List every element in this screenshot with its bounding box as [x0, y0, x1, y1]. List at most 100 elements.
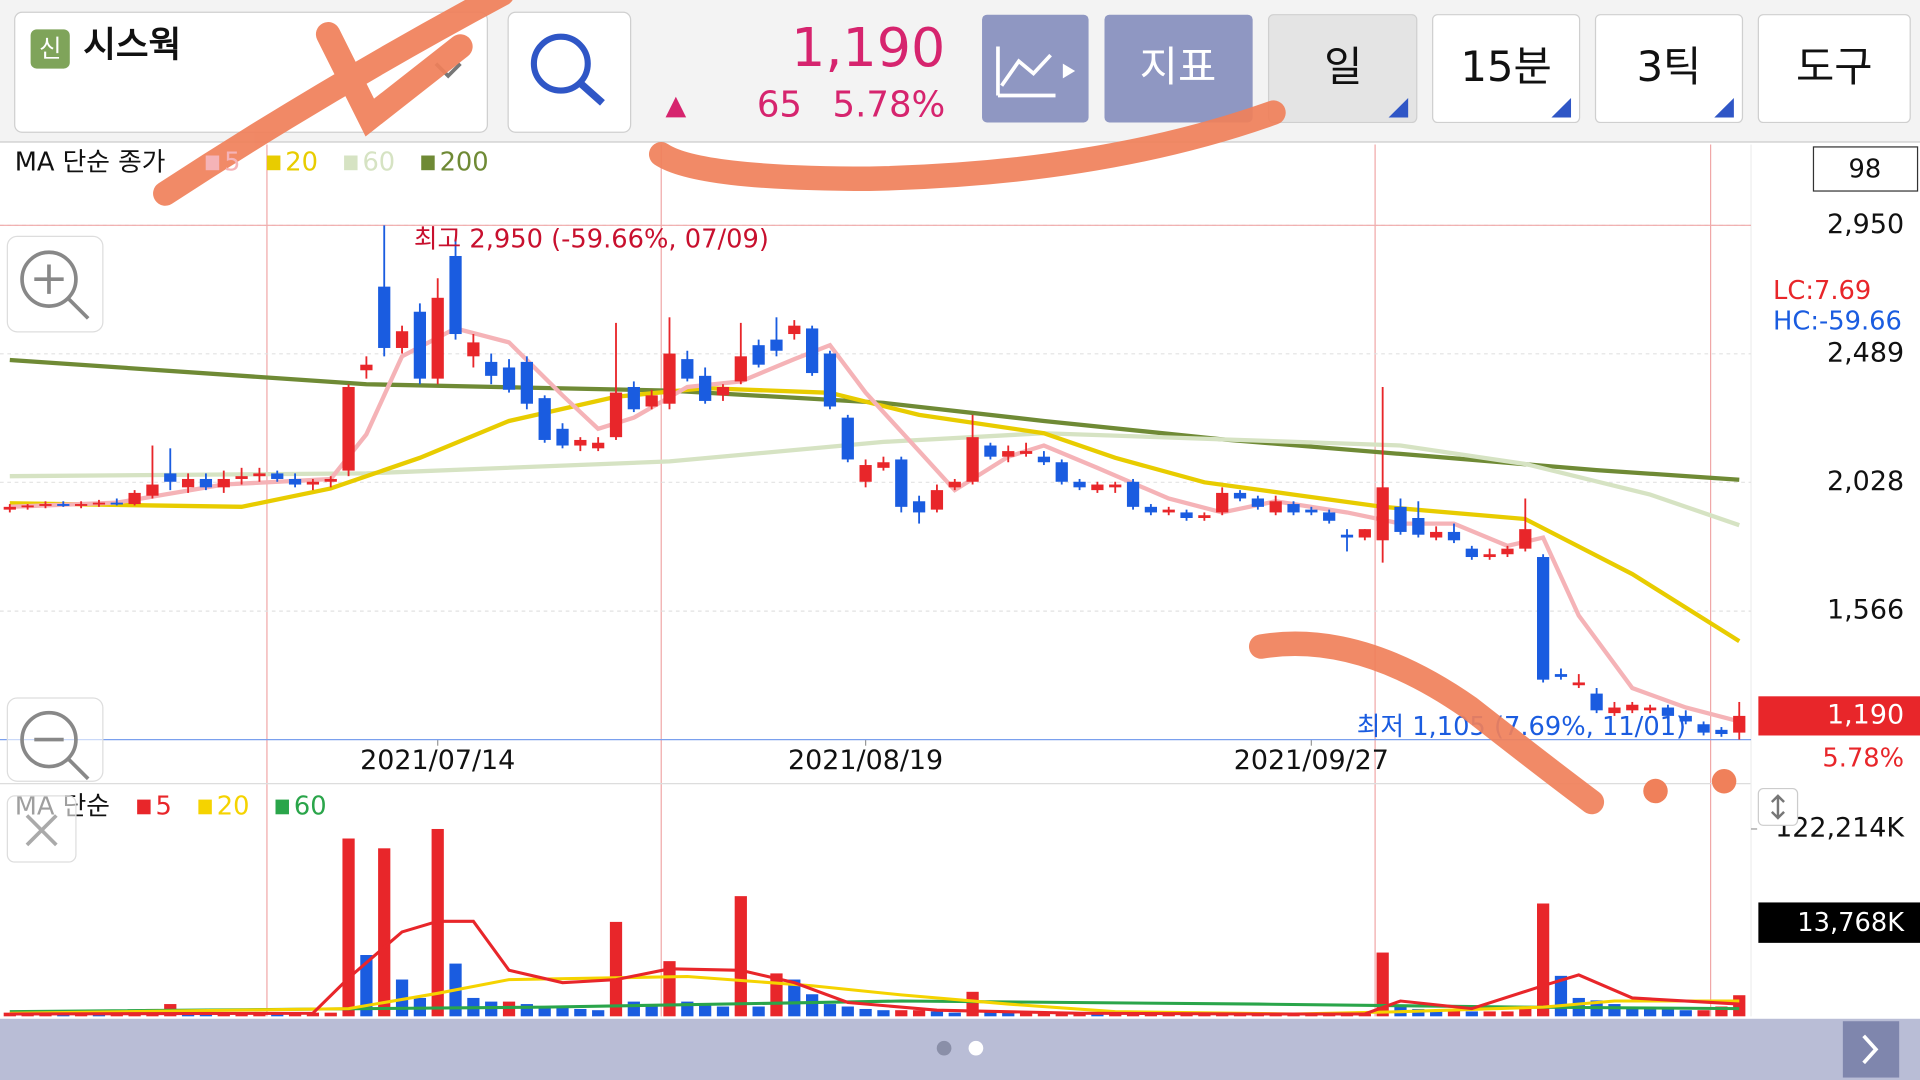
- volume-bar: [378, 848, 391, 1017]
- indicator-button[interactable]: [1104, 14, 1253, 123]
- candle-body: [3, 506, 16, 510]
- volume-bar: [1679, 1010, 1692, 1017]
- volume-bar: [1447, 1010, 1461, 1017]
- y-tick-label: 2,028: [1827, 466, 1904, 497]
- x-tick-label: 2021/09/27: [1234, 745, 1389, 776]
- ma-line: [9, 431, 1740, 528]
- legend-swatch: [421, 155, 435, 171]
- candle-body: [645, 395, 658, 407]
- candle-body: [556, 428, 569, 446]
- volume-bar: [895, 1010, 908, 1017]
- candle-body: [1305, 509, 1318, 513]
- candle-body: [1643, 707, 1657, 711]
- volume-bar: [966, 991, 979, 1017]
- volume-bar: [1055, 1012, 1068, 1017]
- candle-body: [164, 473, 177, 482]
- candle-body: [39, 504, 52, 506]
- candle-body: [930, 490, 944, 510]
- zoom-in-icon: [34, 264, 90, 320]
- volume-bar: [930, 1011, 944, 1017]
- high-annotation: 최고 2,950 (-59.66%, 07/09): [414, 225, 769, 255]
- volume-bar: [1608, 1004, 1621, 1017]
- tick-button[interactable]: [1594, 14, 1744, 124]
- next-button[interactable]: [1842, 1021, 1900, 1078]
- candle-body: [1608, 707, 1621, 714]
- candle-body: [1126, 481, 1140, 507]
- ma-line: [9, 919, 1740, 1016]
- volume-bar: [1430, 1010, 1443, 1017]
- candle-body: [502, 367, 516, 390]
- current-price: 1,190: [791, 16, 945, 79]
- volume-bar: [823, 1004, 837, 1017]
- volume-bar: [984, 1011, 997, 1017]
- volume-bar: [1626, 1006, 1639, 1017]
- legend-label: 5: [224, 147, 240, 177]
- candle-body: [1109, 484, 1122, 488]
- price-tag: [1758, 696, 1920, 736]
- candle-body: [734, 356, 747, 382]
- candle-body: [699, 375, 712, 401]
- candle-body: [948, 481, 961, 488]
- candle-body: [1626, 704, 1639, 711]
- volume-bar: [1144, 1013, 1158, 1017]
- candle-body: [520, 361, 533, 404]
- candle-body: [57, 504, 70, 506]
- scale-icon: [1770, 794, 1785, 820]
- legend-swatch: [266, 155, 281, 171]
- candle-body: [199, 478, 213, 488]
- candle-body: [271, 473, 284, 479]
- search-button[interactable]: [507, 11, 632, 133]
- y-tick-label: 2,489: [1827, 337, 1904, 368]
- chart-icon: [996, 46, 1056, 98]
- candle-body: [75, 504, 88, 506]
- scribble: [315, 22, 473, 137]
- candle-body: [1465, 548, 1478, 558]
- candle-body: [1697, 724, 1710, 733]
- visible-count: 98: [1849, 155, 1882, 185]
- tools-button[interactable]: [1757, 14, 1911, 124]
- legend-swatch: [137, 799, 151, 815]
- candle-body: [1537, 557, 1550, 680]
- month-lines: [266, 144, 1712, 1017]
- candle-body: [1091, 484, 1104, 491]
- page-dot[interactable]: [968, 1040, 984, 1056]
- button-label: 지표: [1140, 42, 1217, 91]
- candle-body: [1287, 504, 1300, 513]
- candle-body: [1073, 481, 1086, 488]
- candle-body: [1412, 517, 1425, 535]
- candle-body: [253, 473, 266, 477]
- button-label: 도구: [1796, 42, 1873, 91]
- volume-bar: [1733, 995, 1746, 1017]
- candle-body: [1715, 729, 1728, 735]
- page-dot[interactable]: [936, 1040, 952, 1056]
- volume-bar: [948, 1012, 961, 1017]
- candle-body: [609, 392, 623, 438]
- candle-body: [841, 417, 854, 460]
- legend-label: 60: [294, 791, 327, 821]
- candle-body: [360, 364, 373, 371]
- x-tick-label: 2021/08/19: [788, 745, 943, 776]
- candle-body: [1216, 492, 1229, 513]
- volume-bar: [627, 1001, 640, 1017]
- volume-bar: [788, 979, 801, 1017]
- candle-body: [1233, 492, 1247, 499]
- volume-bar: [1019, 1012, 1033, 1017]
- volume-tag: [1758, 902, 1920, 943]
- candle-body: [1519, 529, 1532, 549]
- candle-body: [788, 325, 801, 335]
- close-icon: [25, 814, 58, 847]
- candle-body: [681, 359, 694, 379]
- volume-bar: [1376, 952, 1389, 1017]
- period-button[interactable]: [1267, 14, 1418, 124]
- volume-bar: [1037, 1012, 1051, 1017]
- candle-body: [1037, 456, 1051, 463]
- search-icon-handle: [577, 80, 605, 106]
- volume-bar: [592, 1010, 605, 1017]
- minute-button[interactable]: [1432, 14, 1581, 124]
- candle-body: [1679, 715, 1692, 722]
- count-box: [1812, 146, 1919, 192]
- price-tag-label: 1,190: [1827, 699, 1904, 730]
- candle-body: [1002, 451, 1015, 457]
